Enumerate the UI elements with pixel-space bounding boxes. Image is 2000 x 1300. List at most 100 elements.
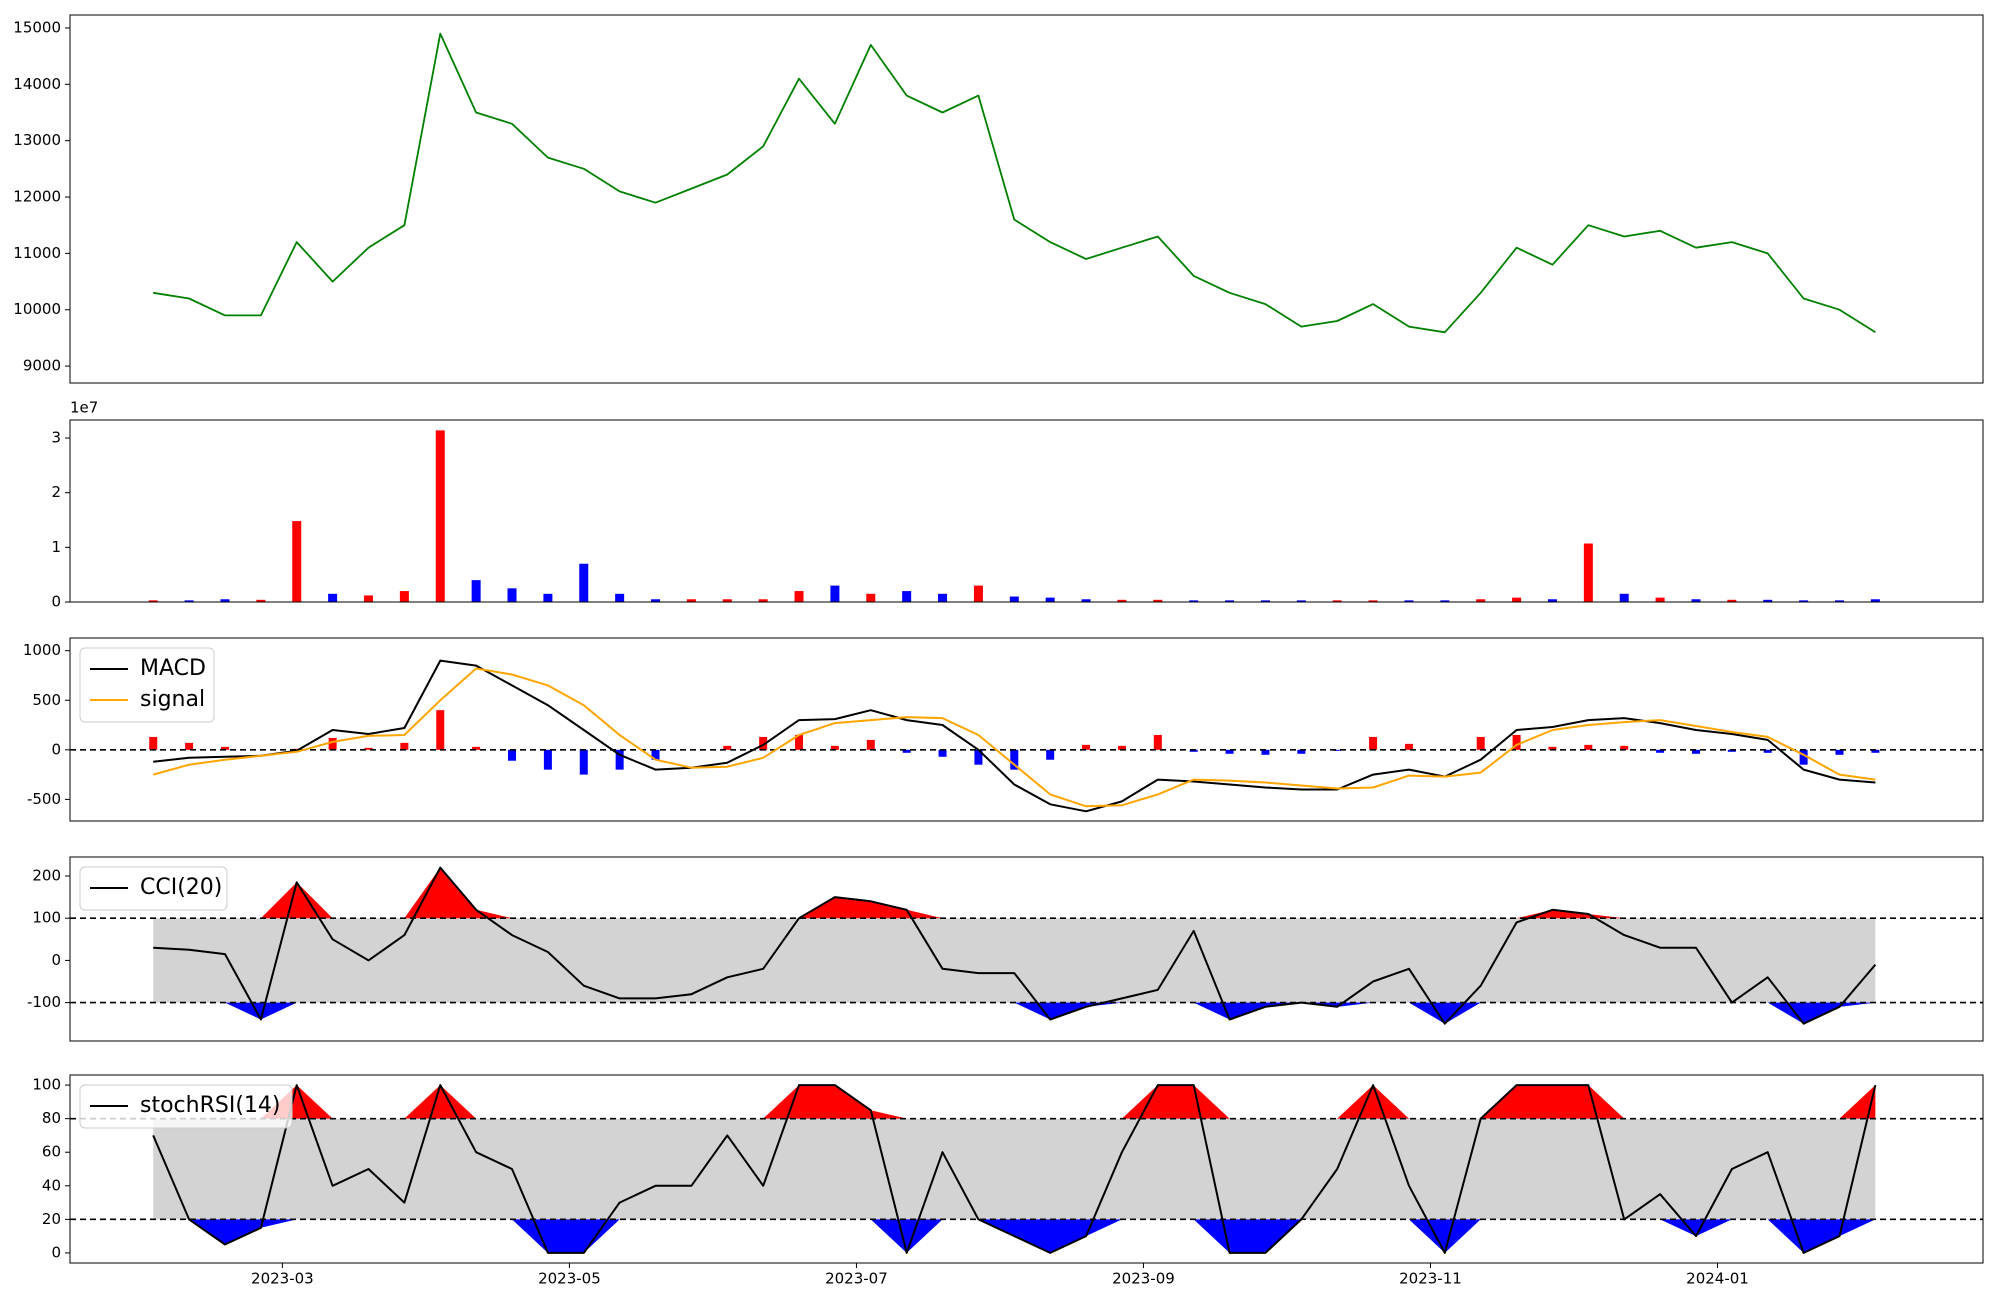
oversold-fill (153, 1002, 1876, 1024)
volume-bar (364, 595, 374, 602)
histogram-bar (615, 749, 624, 770)
histogram-bar (1656, 749, 1665, 753)
volume-bar (1225, 600, 1235, 602)
histogram-bar (651, 749, 660, 760)
volume-bar (256, 599, 266, 602)
histogram-bar (830, 745, 839, 750)
y-tick-label: 10000 (13, 300, 61, 318)
histogram-bar (1117, 745, 1126, 750)
y-tick-label: 13000 (13, 131, 61, 149)
volume-bar (1763, 599, 1773, 602)
volume-bar (651, 599, 661, 602)
volume-bar (579, 563, 589, 602)
volume-bar (1368, 600, 1378, 602)
histogram-bar (1369, 736, 1378, 750)
histogram-bar (508, 749, 517, 761)
axes-frame (69, 419, 1984, 603)
y-tick-label: 14000 (13, 75, 61, 93)
volume-bar (973, 585, 983, 602)
x-tick-label: 2023-05 (538, 1270, 601, 1288)
y-tick-label: 0 (51, 593, 61, 611)
volume-bar (328, 593, 338, 602)
histogram-bar (1512, 734, 1521, 750)
histogram-bar (220, 746, 229, 750)
indicator-line (153, 659, 1876, 813)
volume-bar (507, 588, 517, 602)
volume-bar (1870, 599, 1880, 602)
histogram-bar (974, 749, 983, 765)
histogram-bar (543, 749, 552, 770)
volume-bar (1512, 597, 1522, 602)
neutral-band (153, 918, 1876, 1003)
histogram-bar (292, 748, 301, 750)
x-tick-label: 2023-11 (1399, 1270, 1462, 1288)
histogram-bar (1404, 743, 1413, 750)
volume-bar (1476, 599, 1486, 602)
histogram-bar (579, 749, 588, 775)
histogram-bar (1046, 749, 1055, 760)
legend-box (79, 1084, 293, 1129)
histogram-bar (938, 749, 947, 757)
y-tick-label: 1 (51, 538, 61, 556)
volume-bar (1081, 599, 1091, 602)
axes-frame (69, 856, 1984, 1042)
histogram-bar (185, 742, 194, 750)
y-tick-label: 0 (51, 740, 61, 758)
volume-bar (184, 600, 194, 602)
volume-bar (1440, 600, 1450, 602)
histogram-bar (1763, 749, 1772, 753)
legend-label: CCI(20) (140, 875, 222, 900)
volume-bar (866, 593, 876, 602)
volume-bar (1153, 599, 1163, 602)
histogram-bar (1835, 749, 1844, 755)
volume-bar (794, 591, 804, 602)
histogram-bar (1476, 736, 1485, 750)
volume-bar (1619, 593, 1629, 602)
y-tick-label: 200 (32, 866, 61, 884)
histogram-bar (1333, 749, 1342, 751)
volume-bar (1655, 597, 1665, 602)
y-tick-label: 0 (51, 951, 61, 969)
volume-bar (1583, 543, 1593, 602)
histogram-bar (1691, 749, 1700, 754)
y-tick-label: -500 (27, 790, 61, 808)
volume-bar (1404, 600, 1414, 602)
histogram-bar (1225, 749, 1234, 754)
histogram-bar (723, 745, 732, 750)
histogram-bar (1297, 749, 1306, 754)
volume-bar (543, 593, 553, 602)
y-tick-label: 12000 (13, 188, 61, 206)
legend-box (79, 647, 215, 723)
y-tick-label: -100 (27, 993, 61, 1011)
histogram-bar (472, 746, 481, 750)
y-tick-label: 3 (51, 429, 61, 447)
y-tick-label: 15000 (13, 18, 61, 36)
legend-label: stochRSI(14) (140, 1093, 281, 1118)
x-tick-label: 2023-07 (825, 1270, 888, 1288)
volume-bar (722, 599, 732, 602)
x-tick-label: 2024-01 (1686, 1270, 1749, 1288)
histogram-bar (436, 710, 445, 750)
histogram-bar (1189, 749, 1198, 752)
histogram-bar (795, 734, 804, 750)
volume-bar (830, 585, 840, 602)
volume-bar (1691, 599, 1701, 602)
y-tick-label: 11000 (13, 244, 61, 262)
y-tick-label: 20 (42, 1210, 61, 1228)
histogram-bar (400, 742, 409, 750)
histogram-bar (1871, 749, 1880, 753)
indicator-line (153, 866, 1877, 1025)
histogram-bar (1584, 744, 1593, 750)
overbought-fill (153, 867, 1876, 919)
volume-bar (758, 599, 768, 602)
volume-bar (1117, 599, 1127, 602)
histogram-bar (364, 747, 373, 750)
volume-bar (1727, 599, 1737, 602)
histogram-bar (1082, 744, 1091, 750)
legend-box (79, 866, 228, 911)
axes-frame (69, 1074, 1984, 1264)
axes-frame (69, 14, 1984, 384)
indicator-line (152, 667, 1876, 808)
y-tick-label: 100 (32, 1076, 61, 1094)
